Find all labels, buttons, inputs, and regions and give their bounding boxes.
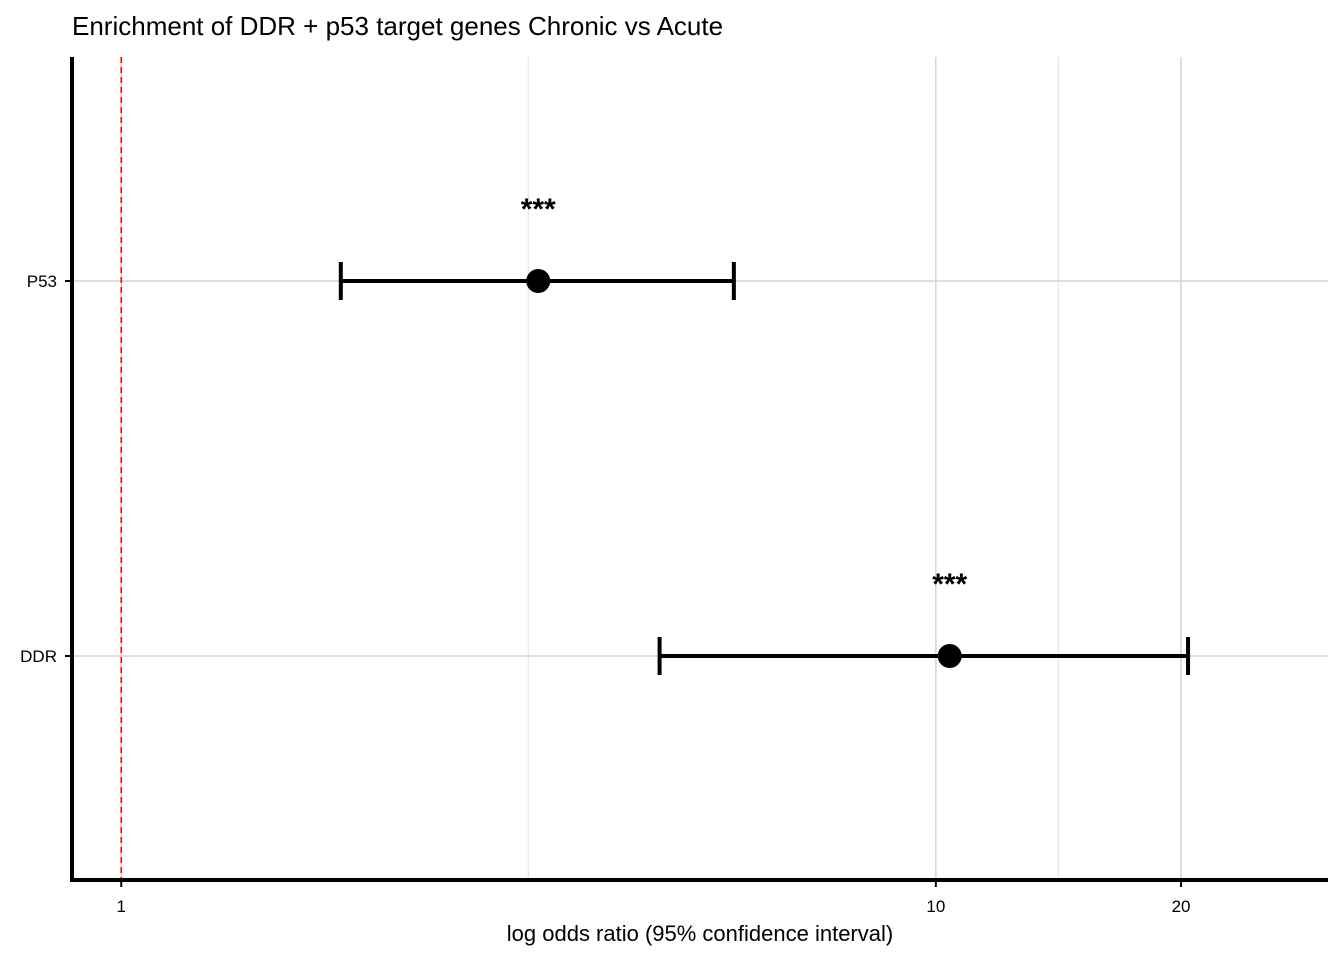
significance-label-ddr: *** [932, 568, 967, 601]
axes: 1 10 20 P53 DDR [20, 57, 1328, 916]
gridlines [72, 57, 1328, 880]
point-estimate-p53 [526, 269, 551, 293]
y-tick-label-p53: P53 [27, 272, 57, 291]
x-tick-label-10: 10 [926, 897, 945, 916]
significance-label-p53: *** [521, 193, 556, 226]
chart-title: Enrichment of DDR + p53 target genes Chr… [72, 11, 723, 41]
y-tick-label-ddr: DDR [20, 647, 57, 666]
x-tick-label-20: 20 [1172, 897, 1191, 916]
x-axis-label: log odds ratio (95% confidence interval) [507, 921, 893, 946]
data-marks: *** *** [338, 193, 1191, 675]
point-estimate-ddr [937, 644, 962, 668]
x-tick-label-1: 1 [117, 897, 126, 916]
